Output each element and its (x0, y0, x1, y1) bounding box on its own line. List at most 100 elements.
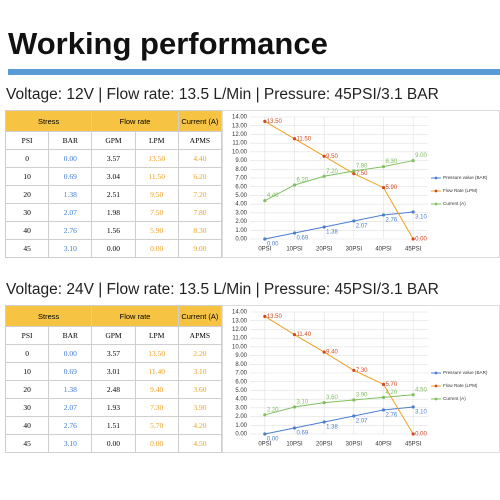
y-tick-label: 7.00 (235, 176, 247, 182)
legend-marker (434, 189, 438, 193)
table-cell: 9.50 (134, 185, 179, 204)
table-cell: 2.76 (48, 416, 93, 435)
table-cell: 30 (4, 398, 50, 417)
data-point (322, 174, 326, 178)
data-point (263, 413, 267, 417)
series-line (264, 315, 414, 435)
table-cell: 3.57 (91, 149, 136, 168)
series-line (264, 406, 414, 435)
table-cell: 2.76 (48, 221, 93, 240)
table-cell: 2.48 (91, 380, 136, 399)
table-cell: 6.20 (177, 167, 223, 186)
table-cell: 5.90 (134, 221, 179, 240)
y-tick-label: 11.00 (232, 336, 247, 342)
data-label: 2.07 (356, 419, 368, 425)
table-cell: 7.80 (177, 203, 223, 222)
y-tick-label: 1.00 (235, 228, 247, 234)
table-cell: 3.10 (177, 362, 223, 381)
data-label: 0.69 (297, 236, 309, 242)
header-row: PSI BAR GPM LPM APMS (4, 131, 223, 150)
table-cell: 40 (4, 416, 50, 435)
data-point (352, 172, 356, 176)
data-point (263, 199, 267, 203)
legend-label: Pressure value (BAR) (443, 370, 488, 375)
data-label: 1.38 (326, 425, 338, 431)
x-tick-label: 0PSI (258, 442, 271, 448)
table-cell: 1.93 (91, 398, 136, 417)
data-label: 0.00 (415, 432, 427, 438)
y-tick-label: 12.00 (232, 132, 248, 138)
data-point (322, 154, 326, 158)
data-label: 0.00 (415, 237, 427, 243)
table-cell: 3.04 (91, 167, 136, 186)
table-cell: 9.00 (177, 239, 223, 258)
series-line (264, 394, 414, 416)
column-header: GPM (91, 131, 136, 150)
table-cell: 0.00 (134, 434, 179, 453)
table-cell: 11.40 (134, 362, 179, 381)
x-tick-label: 30PSI (346, 442, 363, 448)
x-tick-label: 45PSI (405, 247, 422, 253)
x-tick-label: 10PSI (286, 442, 303, 448)
y-tick-label: 14.00 (232, 310, 248, 316)
group-header: Stress (4, 305, 93, 327)
column-header: GPM (91, 326, 136, 345)
y-tick-label: 4.00 (235, 202, 247, 208)
table-cell: 4.50 (177, 434, 223, 453)
y-tick-label: 6.00 (235, 184, 247, 190)
table-cell: 2.07 (48, 203, 93, 222)
table-cell: 7.30 (134, 398, 179, 417)
legend-marker (434, 202, 438, 206)
chart-border (222, 110, 500, 258)
table-row: 30 2.07 1.98 7.50 7.80 (4, 203, 223, 222)
group-header: Stress (4, 110, 93, 132)
table-cell: 45 (4, 239, 50, 258)
table-cell: 1.38 (48, 380, 93, 399)
column-header: BAR (48, 131, 93, 150)
data-point (411, 393, 415, 397)
data-label: 13.50 (267, 119, 283, 125)
table-cell: 20 (4, 185, 50, 204)
y-tick-label: 0.00 (235, 432, 247, 438)
y-tick-label: 13.00 (232, 123, 248, 129)
data-point (381, 165, 386, 169)
data-label: 5.70 (386, 382, 398, 388)
data-table: Stress Flow rate Current (A) PSI BAR GPM LPM AP… (4, 305, 223, 453)
table-row: 20 1.38 2.51 9.50 7.20 (4, 185, 223, 204)
table-cell: 3.10 (48, 434, 93, 453)
data-point (411, 405, 415, 409)
x-tick-label: 40PSI (375, 442, 392, 448)
y-tick-label: 4.00 (235, 397, 247, 403)
data-label: 3.10 (415, 215, 427, 221)
y-tick-label: 9.00 (235, 353, 247, 359)
column-header: LPM (134, 326, 179, 345)
legend-marker (434, 384, 438, 388)
data-label: 4.20 (386, 390, 398, 396)
table-cell: 0.00 (91, 434, 136, 453)
data-point (411, 158, 415, 163)
x-tick-label: 20PSI (316, 442, 333, 448)
data-point (352, 169, 356, 173)
table-cell: 7.50 (134, 203, 179, 222)
table-cell: 1.56 (91, 221, 136, 240)
y-tick-label: 6.00 (235, 379, 247, 385)
table-row: 0 0.00 3.57 13.50 4.40 (4, 149, 223, 168)
data-point (381, 382, 386, 386)
table-row: 10 0.69 3.01 11.40 3.10 (4, 362, 223, 381)
data-label: 0.00 (267, 242, 279, 248)
data-label: 7.80 (356, 164, 368, 170)
data-label: 2.76 (386, 218, 398, 224)
data-point (292, 231, 297, 235)
y-tick-label: 14.00 (232, 115, 248, 121)
table-row: 40 2.76 1.51 5.70 4.20 (4, 416, 223, 435)
data-point (322, 225, 326, 229)
column-header: APMS (177, 326, 223, 345)
data-label: 0.69 (297, 431, 309, 437)
header-row: PSI BAR GPM LPM APMS (4, 326, 223, 345)
table-cell: 9.40 (134, 380, 179, 399)
table-cell: 0 (4, 344, 50, 363)
group-header-row: Stress Flow rate Current (A) (4, 305, 223, 327)
table-cell: 0.69 (48, 167, 93, 186)
table-cell: 2.07 (48, 398, 93, 417)
data-point (322, 401, 326, 405)
